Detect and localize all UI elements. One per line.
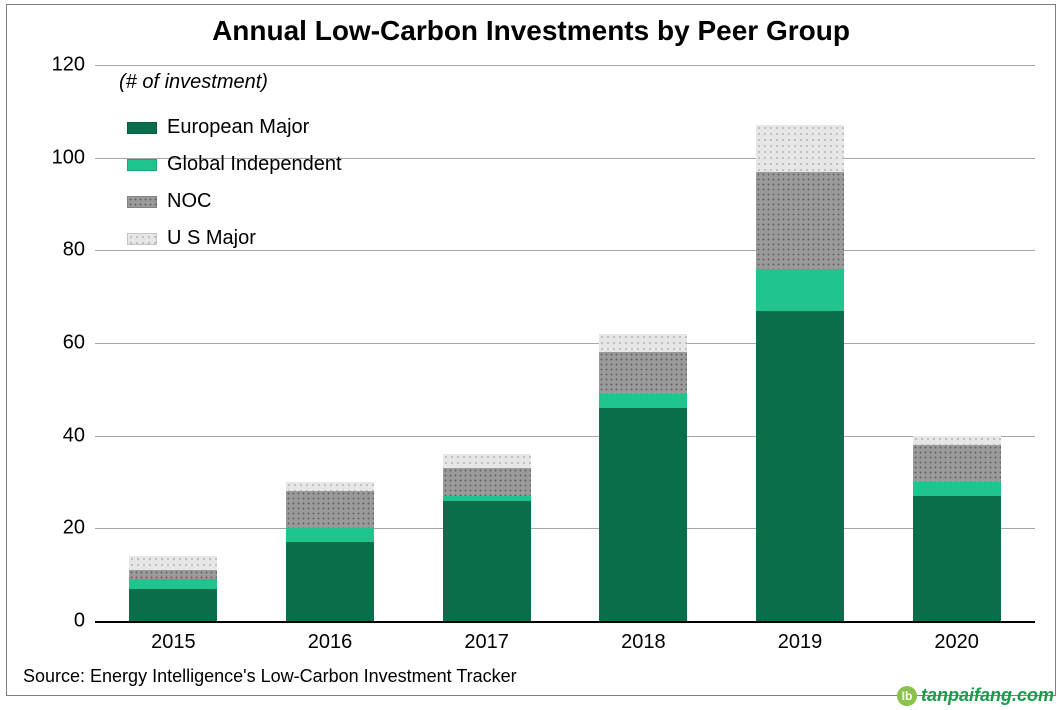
y-tick-label: 120 — [52, 54, 85, 77]
legend-label: European Major — [167, 116, 309, 139]
bar-segment-global_independent — [913, 482, 1001, 496]
x-tick-label: 2015 — [151, 631, 196, 654]
gridline — [95, 65, 1035, 66]
x-tick-label: 2016 — [308, 631, 353, 654]
chart-title: Annual Low-Carbon Investments by Peer Gr… — [7, 15, 1055, 47]
legend-swatch — [127, 233, 157, 245]
legend-item: NOC — [127, 190, 342, 213]
bar-segment-us_major — [129, 556, 217, 570]
bar-segment-global_independent — [286, 528, 374, 542]
bar-segment-us_major — [756, 125, 844, 171]
gridline — [95, 621, 1035, 623]
bar-segment-noc — [129, 570, 217, 579]
y-tick-label: 0 — [74, 610, 85, 633]
x-tick-label: 2019 — [778, 631, 823, 654]
chart-subtitle: (# of investment) — [119, 71, 268, 94]
bar-segment-noc — [443, 468, 531, 496]
legend-label: NOC — [167, 190, 211, 213]
bar-segment-global_independent — [599, 394, 687, 408]
legend-label: U S Major — [167, 227, 256, 250]
legend-swatch — [127, 122, 157, 134]
bar-segment-us_major — [913, 436, 1001, 445]
y-tick-label: 100 — [52, 146, 85, 169]
gridline — [95, 343, 1035, 344]
bar-segment-noc — [599, 352, 687, 394]
legend-swatch — [127, 159, 157, 171]
bar-segment-european_major — [443, 501, 531, 621]
watermark: Ib tanpaifang.com — [897, 685, 1054, 706]
legend-item: U S Major — [127, 227, 342, 250]
source-text: Source: Energy Intelligence's Low-Carbon… — [23, 666, 517, 687]
bar-segment-global_independent — [756, 269, 844, 311]
bar-segment-european_major — [286, 542, 374, 621]
bar-segment-us_major — [286, 482, 374, 491]
bar-segment-noc — [286, 491, 374, 528]
x-tick-label: 2017 — [464, 631, 509, 654]
legend-item: Global Independent — [127, 153, 342, 176]
bar-segment-us_major — [599, 334, 687, 353]
bar-segment-global_independent — [443, 496, 531, 501]
legend-label: Global Independent — [167, 153, 342, 176]
y-tick-label: 40 — [63, 424, 85, 447]
chart-frame: Annual Low-Carbon Investments by Peer Gr… — [6, 4, 1056, 696]
gridline — [95, 436, 1035, 437]
watermark-icon: Ib — [897, 686, 917, 706]
y-tick-label: 60 — [63, 332, 85, 355]
bar-segment-global_independent — [129, 579, 217, 588]
legend-swatch — [127, 196, 157, 208]
x-tick-label: 2020 — [934, 631, 979, 654]
y-tick-label: 80 — [63, 239, 85, 262]
legend-item: European Major — [127, 116, 342, 139]
bar-segment-european_major — [129, 589, 217, 621]
bar-segment-noc — [913, 445, 1001, 482]
watermark-text: tanpaifang.com — [921, 685, 1054, 706]
bar-segment-european_major — [756, 311, 844, 621]
bar-segment-noc — [756, 172, 844, 269]
bar-segment-european_major — [913, 496, 1001, 621]
bar-segment-us_major — [443, 454, 531, 468]
x-tick-label: 2018 — [621, 631, 666, 654]
y-tick-label: 20 — [63, 517, 85, 540]
gridline — [95, 528, 1035, 529]
legend: European Major Global Independent NOC U S M… — [127, 110, 342, 264]
bar-segment-european_major — [599, 408, 687, 621]
